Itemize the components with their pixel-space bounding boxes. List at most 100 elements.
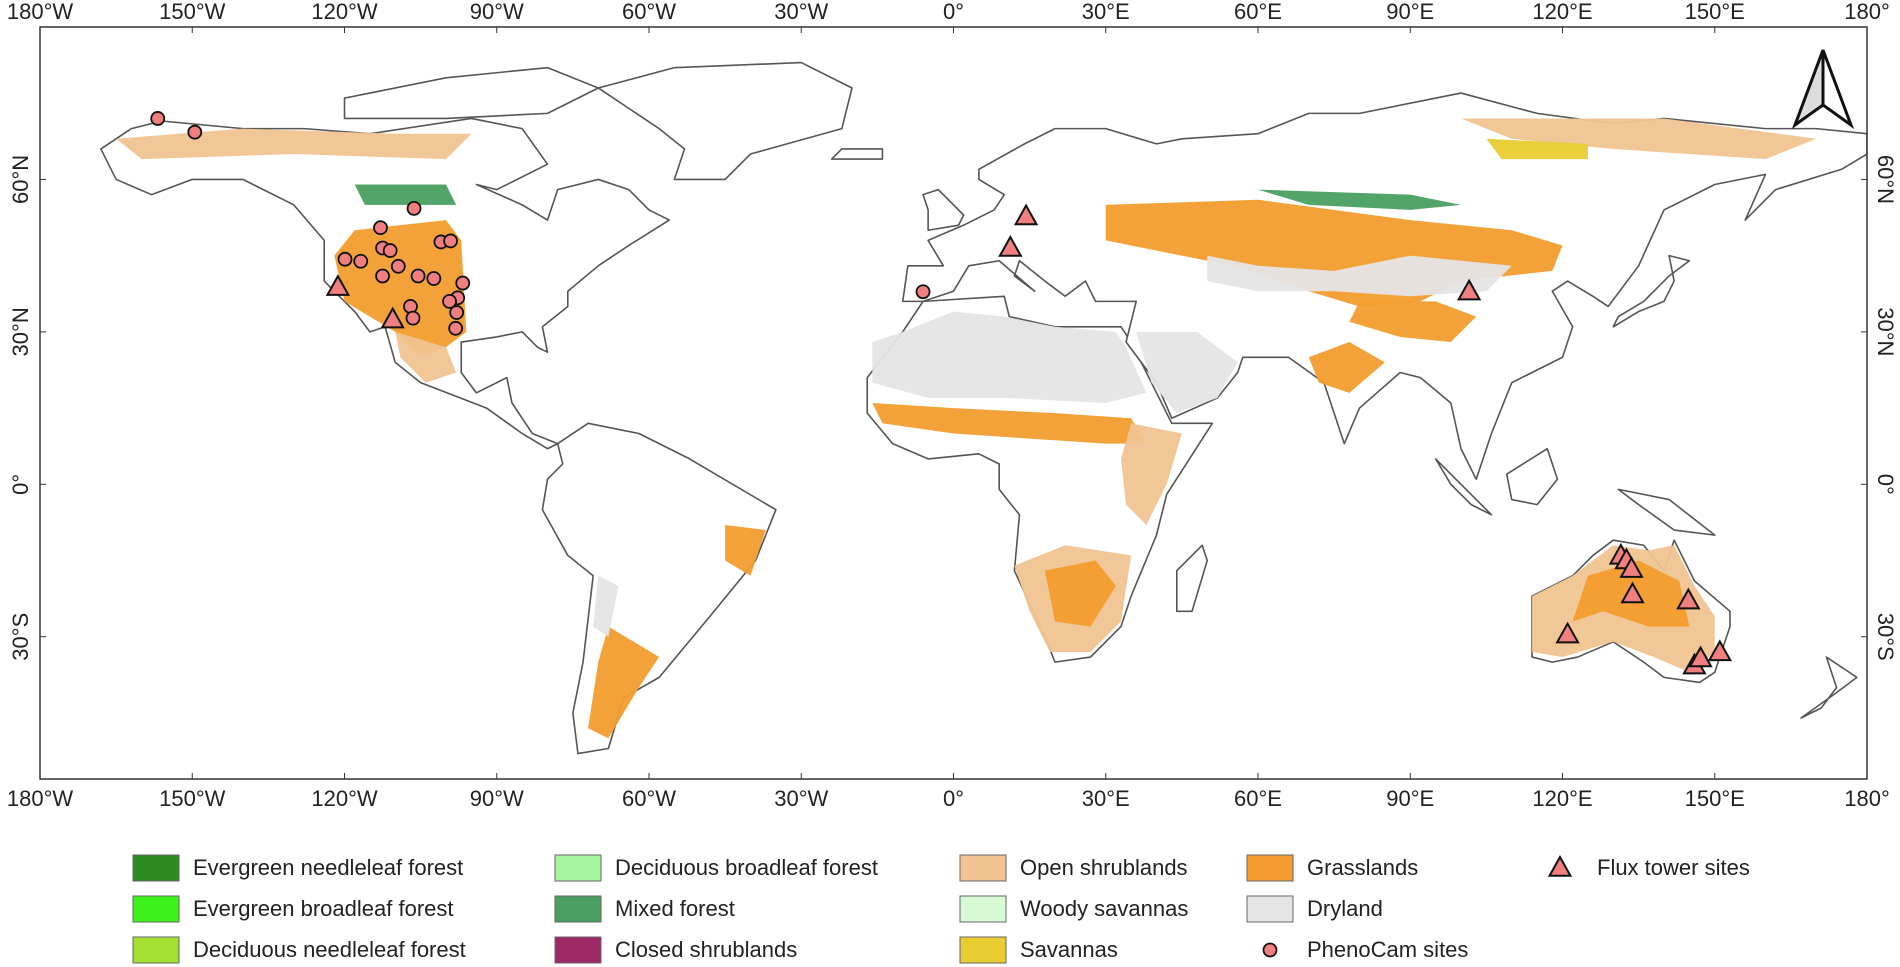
land-cover: [116, 128, 472, 160]
x-tick-label: 150°W: [159, 786, 226, 811]
legend-symbol: [1262, 942, 1278, 958]
x-tick-label: 180°: [1844, 0, 1890, 24]
map-area: [101, 63, 1867, 754]
britain: [923, 190, 964, 231]
x-tick-label: 90°E: [1386, 786, 1434, 811]
land-cover: [1136, 331, 1238, 414]
legend-swatch: [959, 854, 1007, 882]
axes: 180°W 180°W 150°W 150°W 120°W 120°W 90°W 90°W 60…: [7, 0, 1898, 811]
phenocam-site: [150, 111, 166, 126]
legend-label: Dryland: [1307, 896, 1383, 921]
x-tick-label: 90°W: [470, 786, 524, 811]
legend-label: Mixed forest: [615, 896, 735, 921]
borneo: [1507, 449, 1558, 505]
land-cover: [1044, 560, 1116, 627]
x-tick-label: 90°E: [1386, 0, 1434, 24]
phenocam-site: [187, 124, 203, 140]
legend-swatch: [959, 936, 1007, 964]
x-tick-label: 150°E: [1685, 786, 1745, 811]
phenocam-site: [375, 268, 390, 284]
flux-tower-site: [998, 234, 1023, 257]
flux-tower-site: [1676, 587, 1701, 610]
land-cover: [872, 403, 1147, 444]
phenocam-site: [337, 251, 353, 267]
x-tick-label: 60°W: [622, 0, 676, 24]
y-tick-label: 60°N: [8, 155, 33, 204]
land-cover: [334, 220, 467, 358]
y-tick-label: 30°S: [1873, 613, 1898, 661]
legend-label: Closed shrublands: [615, 937, 797, 962]
land-cover: [354, 184, 457, 205]
legend-label: Open shrublands: [1020, 855, 1188, 880]
phenocam-site: [449, 305, 465, 320]
phenocam-site: [448, 320, 464, 336]
japan: [1613, 256, 1689, 327]
y-tick-label: 0°: [1873, 474, 1898, 495]
legend-swatch: [132, 936, 180, 964]
x-tick-label: 180°W: [7, 786, 74, 811]
land-cover: [593, 575, 619, 637]
legend-label: Evergreen needleleaf forest: [193, 855, 463, 880]
x-tick-label: 30°E: [1082, 0, 1130, 24]
x-tick-label: 120°W: [311, 0, 378, 24]
legend-swatch: [1246, 895, 1294, 923]
x-tick-label: 120°E: [1532, 0, 1592, 24]
phenocam-site: [382, 243, 398, 258]
x-tick-label: 60°W: [622, 786, 676, 811]
phenocam-site: [405, 310, 421, 326]
geography: [101, 63, 1867, 754]
north-arrow: [1791, 49, 1855, 130]
x-tick-label: 150°W: [159, 0, 226, 24]
land-cover: [395, 331, 457, 383]
x-tick-label: 60°E: [1234, 0, 1282, 24]
phenocam-site: [353, 253, 369, 269]
madagascar: [1177, 545, 1207, 611]
x-tick-label: 60°E: [1234, 786, 1282, 811]
y-tick-label: 60°N: [1873, 155, 1898, 204]
new-guinea: [1618, 489, 1714, 535]
flux-tower-site: [325, 274, 351, 296]
x-tick-label: 120°W: [311, 786, 378, 811]
arctic-islands: [345, 68, 599, 119]
phenocam-site: [443, 233, 458, 249]
legend-label: Deciduous broadleaf forest: [615, 855, 878, 880]
legend-label: Evergreen broadleaf forest: [193, 896, 454, 921]
legend-swatch: [959, 895, 1007, 923]
land-cover: [1461, 118, 1817, 160]
flux-tower-site: [1620, 581, 1645, 604]
phenocam-site: [390, 258, 406, 274]
flux-tower-site: [1456, 278, 1482, 301]
x-tick-label: 30°W: [774, 0, 828, 24]
sumatra: [1436, 459, 1492, 515]
x-tick-label: 180°: [1844, 786, 1890, 811]
x-tick-label: 0°: [943, 0, 964, 24]
legend-label: Deciduous needleleaf forest: [193, 937, 466, 962]
sites: [150, 111, 1732, 675]
phenocam-site: [410, 268, 426, 284]
new-zealand: [1801, 657, 1857, 718]
flux-tower-site: [1619, 556, 1644, 578]
iceland: [832, 149, 883, 159]
greenland: [598, 63, 852, 180]
legend-symbol: [1547, 854, 1573, 877]
y-tick-label: 30°S: [8, 613, 33, 661]
x-tick-label: 120°E: [1532, 786, 1592, 811]
land-cover: [725, 524, 766, 576]
land-cover: [1258, 189, 1461, 210]
x-tick-label: 0°: [943, 786, 964, 811]
flux-tower-site: [1688, 645, 1713, 668]
x-tick-label: 30°W: [774, 786, 828, 811]
phenocam-site: [403, 299, 418, 314]
phenocam-site: [915, 284, 931, 300]
y-tick-label: 0°: [8, 474, 33, 495]
phenocam-site: [455, 275, 471, 291]
legend: Evergreen needleleaf forest Evergreen bro…: [132, 854, 1750, 964]
legend-swatch: [1246, 854, 1294, 882]
land-cover: [1349, 301, 1477, 343]
phenocam-site: [426, 271, 442, 286]
phenocam-site: [373, 220, 388, 236]
legend-swatch: [554, 854, 602, 882]
land-cover: [872, 311, 1147, 403]
